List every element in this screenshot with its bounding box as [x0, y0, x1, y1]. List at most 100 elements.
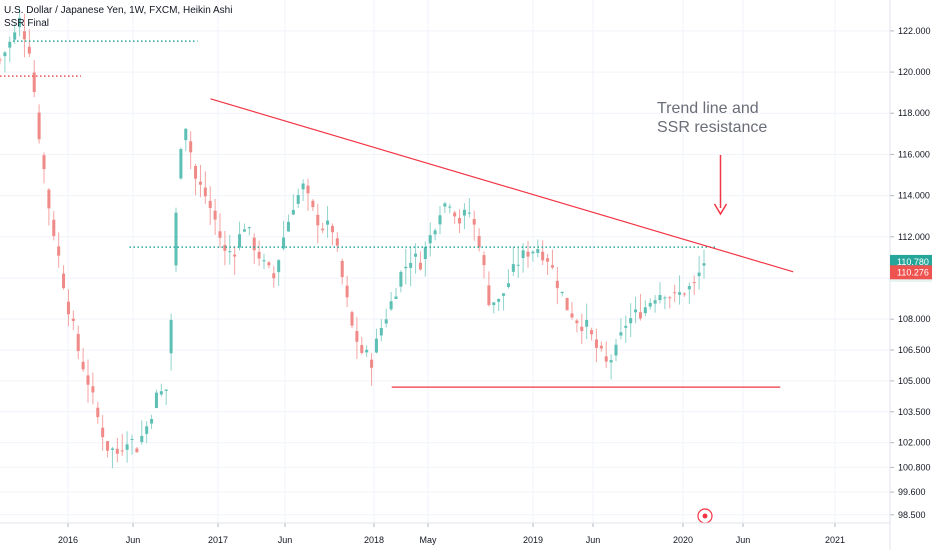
- x-tick-label: May: [419, 535, 437, 545]
- candle-body: [330, 225, 334, 233]
- candle-body: [511, 264, 515, 272]
- candle-body: [262, 260, 266, 262]
- candle-body: [482, 255, 486, 266]
- candle-body: [335, 238, 339, 246]
- candle-body: [404, 266, 408, 269]
- y-tick-label: 102.000: [898, 438, 931, 448]
- candle-body: [594, 339, 598, 348]
- y-tick-label: 108.000: [898, 314, 931, 324]
- x-tick-label: 2020: [673, 535, 693, 545]
- y-tick-label: 103.500: [898, 407, 931, 417]
- candle-body: [277, 260, 281, 273]
- candle-body: [389, 301, 393, 310]
- candle-body: [223, 244, 227, 251]
- indicator-label[interactable]: SSR Final: [4, 18, 50, 29]
- candle-body: [414, 253, 418, 257]
- y-tick-label: 114.000: [898, 191, 930, 201]
- x-tick-label: Jun: [126, 535, 141, 545]
- candle-body: [546, 258, 550, 262]
- candle-body: [301, 183, 305, 190]
- candle-body: [360, 345, 364, 353]
- candle-body: [648, 302, 652, 307]
- candle-body: [619, 332, 623, 336]
- candle-body: [145, 426, 149, 434]
- grid-lines: [0, 0, 890, 523]
- candle-body: [599, 345, 603, 349]
- candle-body: [433, 230, 437, 235]
- candles: [0, 7, 706, 469]
- candle-body: [57, 246, 61, 256]
- candle-body: [194, 165, 198, 179]
- candle-body: [384, 319, 388, 324]
- candle-body: [203, 187, 207, 197]
- candle-body: [106, 441, 110, 451]
- candle-body: [502, 293, 506, 296]
- candle-body: [423, 246, 427, 260]
- candle-body: [428, 235, 432, 244]
- y-tick-label: 120.000: [898, 67, 931, 77]
- candle-body: [663, 297, 667, 299]
- candle-body: [570, 313, 574, 318]
- candle-body: [22, 31, 26, 40]
- candle-body: [365, 349, 369, 353]
- candle-body: [3, 52, 7, 57]
- candle-body: [115, 448, 119, 454]
- ssr-price-badge: [890, 265, 932, 280]
- candle-body: [321, 228, 325, 231]
- ssr-price-text: 110.276: [897, 267, 929, 277]
- candle-body: [81, 361, 85, 370]
- candle-body: [565, 297, 569, 311]
- x-tick-label: Jun: [278, 535, 293, 545]
- candle-body: [374, 338, 378, 353]
- candle-body: [159, 391, 163, 395]
- candle-body: [208, 200, 212, 209]
- candle-body: [448, 206, 452, 208]
- candle-body: [458, 217, 462, 224]
- event-marker-dot: [702, 513, 708, 519]
- candle-body: [311, 200, 315, 208]
- candle-body: [697, 272, 701, 277]
- candle-body: [110, 448, 114, 450]
- candle-body: [541, 251, 545, 261]
- candle-body: [379, 328, 383, 336]
- y-tick-label: 98.500: [898, 510, 926, 520]
- candle-body: [370, 359, 374, 368]
- candle-body: [668, 297, 672, 299]
- candle-body: [340, 260, 344, 278]
- symbol-title[interactable]: U.S. Dollar / Japanese Yen, 1W, FXCM, He…: [4, 5, 233, 16]
- candle-body: [272, 273, 276, 279]
- x-tick-label: 2019: [523, 535, 543, 545]
- candle-body: [643, 307, 647, 314]
- candle-body: [8, 41, 12, 48]
- candle-body: [233, 254, 237, 257]
- candle-body: [472, 219, 476, 225]
- candle-body: [150, 418, 154, 424]
- candle-body: [531, 251, 535, 254]
- candle-body: [306, 185, 310, 194]
- candle-body: [218, 231, 222, 238]
- candle-body: [62, 273, 66, 289]
- trend-line[interactable]: [210, 98, 794, 273]
- candle-body: [0, 59, 2, 61]
- y-tick-label: 106.500: [898, 345, 931, 355]
- candle-body: [492, 302, 496, 306]
- candle-body: [296, 195, 300, 204]
- x-tick-label: 2021: [825, 535, 845, 545]
- candle-body: [189, 141, 193, 153]
- candle-body: [125, 444, 129, 450]
- candle-body: [13, 32, 17, 40]
- candle-body: [169, 319, 173, 354]
- annotation-arrow-head: [713, 203, 728, 216]
- candle-body: [609, 360, 613, 363]
- annotation-line-1: Trend line and: [657, 100, 759, 117]
- candle-body: [140, 435, 144, 443]
- candle-body: [135, 448, 139, 453]
- candle-body: [678, 292, 682, 295]
- candle-body: [516, 264, 520, 266]
- candle-body: [130, 439, 134, 441]
- candle-body: [52, 219, 56, 236]
- candle-body: [291, 209, 295, 215]
- candle-body: [550, 265, 554, 268]
